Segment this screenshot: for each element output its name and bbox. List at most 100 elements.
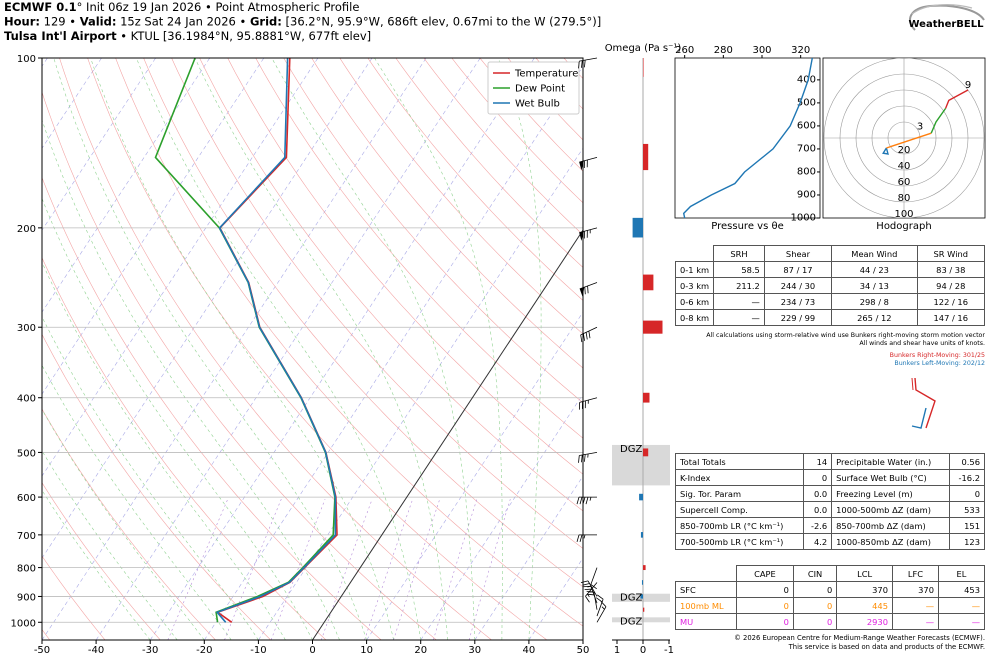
dry-adiabat <box>115 58 583 627</box>
cell: — <box>713 309 765 326</box>
header-label: Hour: <box>4 15 40 29</box>
thetae-y-tick-label: 600 <box>797 120 816 131</box>
cell: 298 / 8 <box>831 293 918 310</box>
value-cell: 0.0 <box>802 501 833 518</box>
profile-line <box>215 58 337 623</box>
dry-adiabat <box>59 58 492 640</box>
omega-bar <box>640 532 643 538</box>
bunkers-motion: Bunkers Right-Moving: 301/25 Bunkers Left… <box>890 352 985 368</box>
x-tick-label: 50 <box>577 645 590 656</box>
mixing-ratio-line <box>468 499 511 640</box>
omega-bar <box>643 58 644 77</box>
legend-label: Wet Bulb <box>515 99 560 110</box>
label-cell: K-Index <box>675 469 804 486</box>
x-tick-label: -20 <box>196 645 212 656</box>
moist-adiabat <box>136 58 421 640</box>
cell: 370 <box>836 581 893 598</box>
x-tick-label: 20 <box>414 645 427 656</box>
x-tick-label: -40 <box>88 645 104 656</box>
cell: 87 / 17 <box>763 261 833 278</box>
label-cell: Freezing Level (m) <box>831 485 951 502</box>
omega-bar <box>640 594 643 599</box>
thetae-x-tick-label: 280 <box>714 45 733 56</box>
hodograph-annotation: 3 <box>917 122 923 133</box>
dgz-label: DGZ <box>620 616 642 627</box>
cell: 370 <box>892 581 939 598</box>
column-header: Shear <box>763 245 833 262</box>
column-header: Mean Wind <box>831 245 918 262</box>
wind-barb <box>579 282 598 297</box>
value-cell: 0.56 <box>949 453 985 470</box>
legend-label: Temperature <box>514 69 578 80</box>
wind-barb <box>596 601 607 623</box>
value-cell: 4.2 <box>802 533 833 550</box>
hodograph-ring-label: 60 <box>898 177 911 188</box>
table-row: K-Index 0 Surface Wet Bulb (°C) -16.2 <box>675 469 985 486</box>
cell: — <box>937 613 986 630</box>
dry-adiabat <box>367 58 583 301</box>
moist-adiabat <box>194 58 449 640</box>
table-row: 0-6 km —234 / 73 298 / 8 122 / 16 <box>674 293 986 310</box>
header-line: Hour: 129 • Valid: 15z Sat 24 Jan 2026 •… <box>4 15 601 29</box>
parcels-table: CAPE CIN LCL LFC EL SFC 0 0 370 370 453 100mb ML 0 0 4… <box>675 565 986 630</box>
cell: — <box>713 293 765 310</box>
dry-adiabat <box>199 58 583 512</box>
column-header: CAPE <box>736 565 794 582</box>
dry-adiabat <box>479 58 583 172</box>
x-tick-label: 30 <box>468 645 481 656</box>
thetae-y-tick-label: 900 <box>797 189 816 200</box>
plot-frame <box>41 57 584 641</box>
cell: 211.2 <box>713 277 765 294</box>
value-cell: 123 <box>949 533 985 550</box>
isotherm <box>204 65 583 640</box>
wind-barb <box>579 397 598 410</box>
profile-line <box>215 58 338 623</box>
table-row: Total Totals 14 Precipitable Water (in.) 0.… <box>675 453 985 470</box>
wind-barb <box>579 227 598 241</box>
mixing-ratio-line <box>364 499 413 640</box>
hodograph-trace <box>930 107 947 134</box>
isotherm <box>149 58 535 640</box>
cell: — <box>937 597 986 614</box>
value-cell: 0.0 <box>802 485 833 502</box>
column-header: EL <box>937 565 986 582</box>
isotherm <box>42 58 210 313</box>
y-tick-label: 100 <box>17 54 36 65</box>
thetae-label: Pressure vs θe <box>711 221 783 232</box>
cell: 58.5 <box>713 261 765 278</box>
column-header: SRH <box>713 245 765 262</box>
dry-adiabat <box>311 58 583 369</box>
hodograph-plot: 20 40 60 80 100 3 9 <box>823 58 985 218</box>
hodograph-annotation: 9 <box>965 80 971 91</box>
label-cell: 1000-850mb ΔZ (dam) <box>831 533 951 550</box>
mixing-ratio-line <box>321 498 373 640</box>
cell: 0 <box>736 613 794 630</box>
omega-bar <box>643 607 645 612</box>
dry-adiabat <box>42 408 216 640</box>
header-text: ° <box>77 0 83 14</box>
moist-adiabat <box>42 450 178 640</box>
wind-barb <box>578 452 598 463</box>
moist-adiabat <box>42 408 205 640</box>
header-text: [36.2°N, 95.9°W, 686ft elev, 0.67mi to t… <box>282 15 601 29</box>
cell: 2930 <box>836 613 893 630</box>
isotherm <box>42 58 319 477</box>
omega-bar <box>643 448 649 457</box>
hodograph-ring <box>823 58 985 218</box>
y-tick-label: 300 <box>17 323 36 334</box>
thetae-y-tick-label: 500 <box>797 97 816 108</box>
bunkers-line: Bunkers Left-Moving: 202/12 <box>894 360 985 367</box>
y-tick-label: 400 <box>17 394 36 405</box>
hodograph-label: Hodograph <box>876 221 931 232</box>
dry-adiabat <box>283 58 583 404</box>
wind-barb <box>579 156 598 171</box>
omega-tick-label: -1 <box>664 645 674 656</box>
row-label: 0-1 km <box>674 261 715 278</box>
value-cell: 151 <box>949 517 985 534</box>
indices-table: Total Totals 14 Precipitable Water (in.) 0.… <box>675 453 985 550</box>
omega-bar <box>643 565 646 571</box>
cell: 83 / 38 <box>916 261 986 278</box>
moist-adiabat <box>42 261 286 640</box>
hodograph-trace <box>882 147 889 155</box>
y-tick-label: 1000 <box>11 618 36 629</box>
